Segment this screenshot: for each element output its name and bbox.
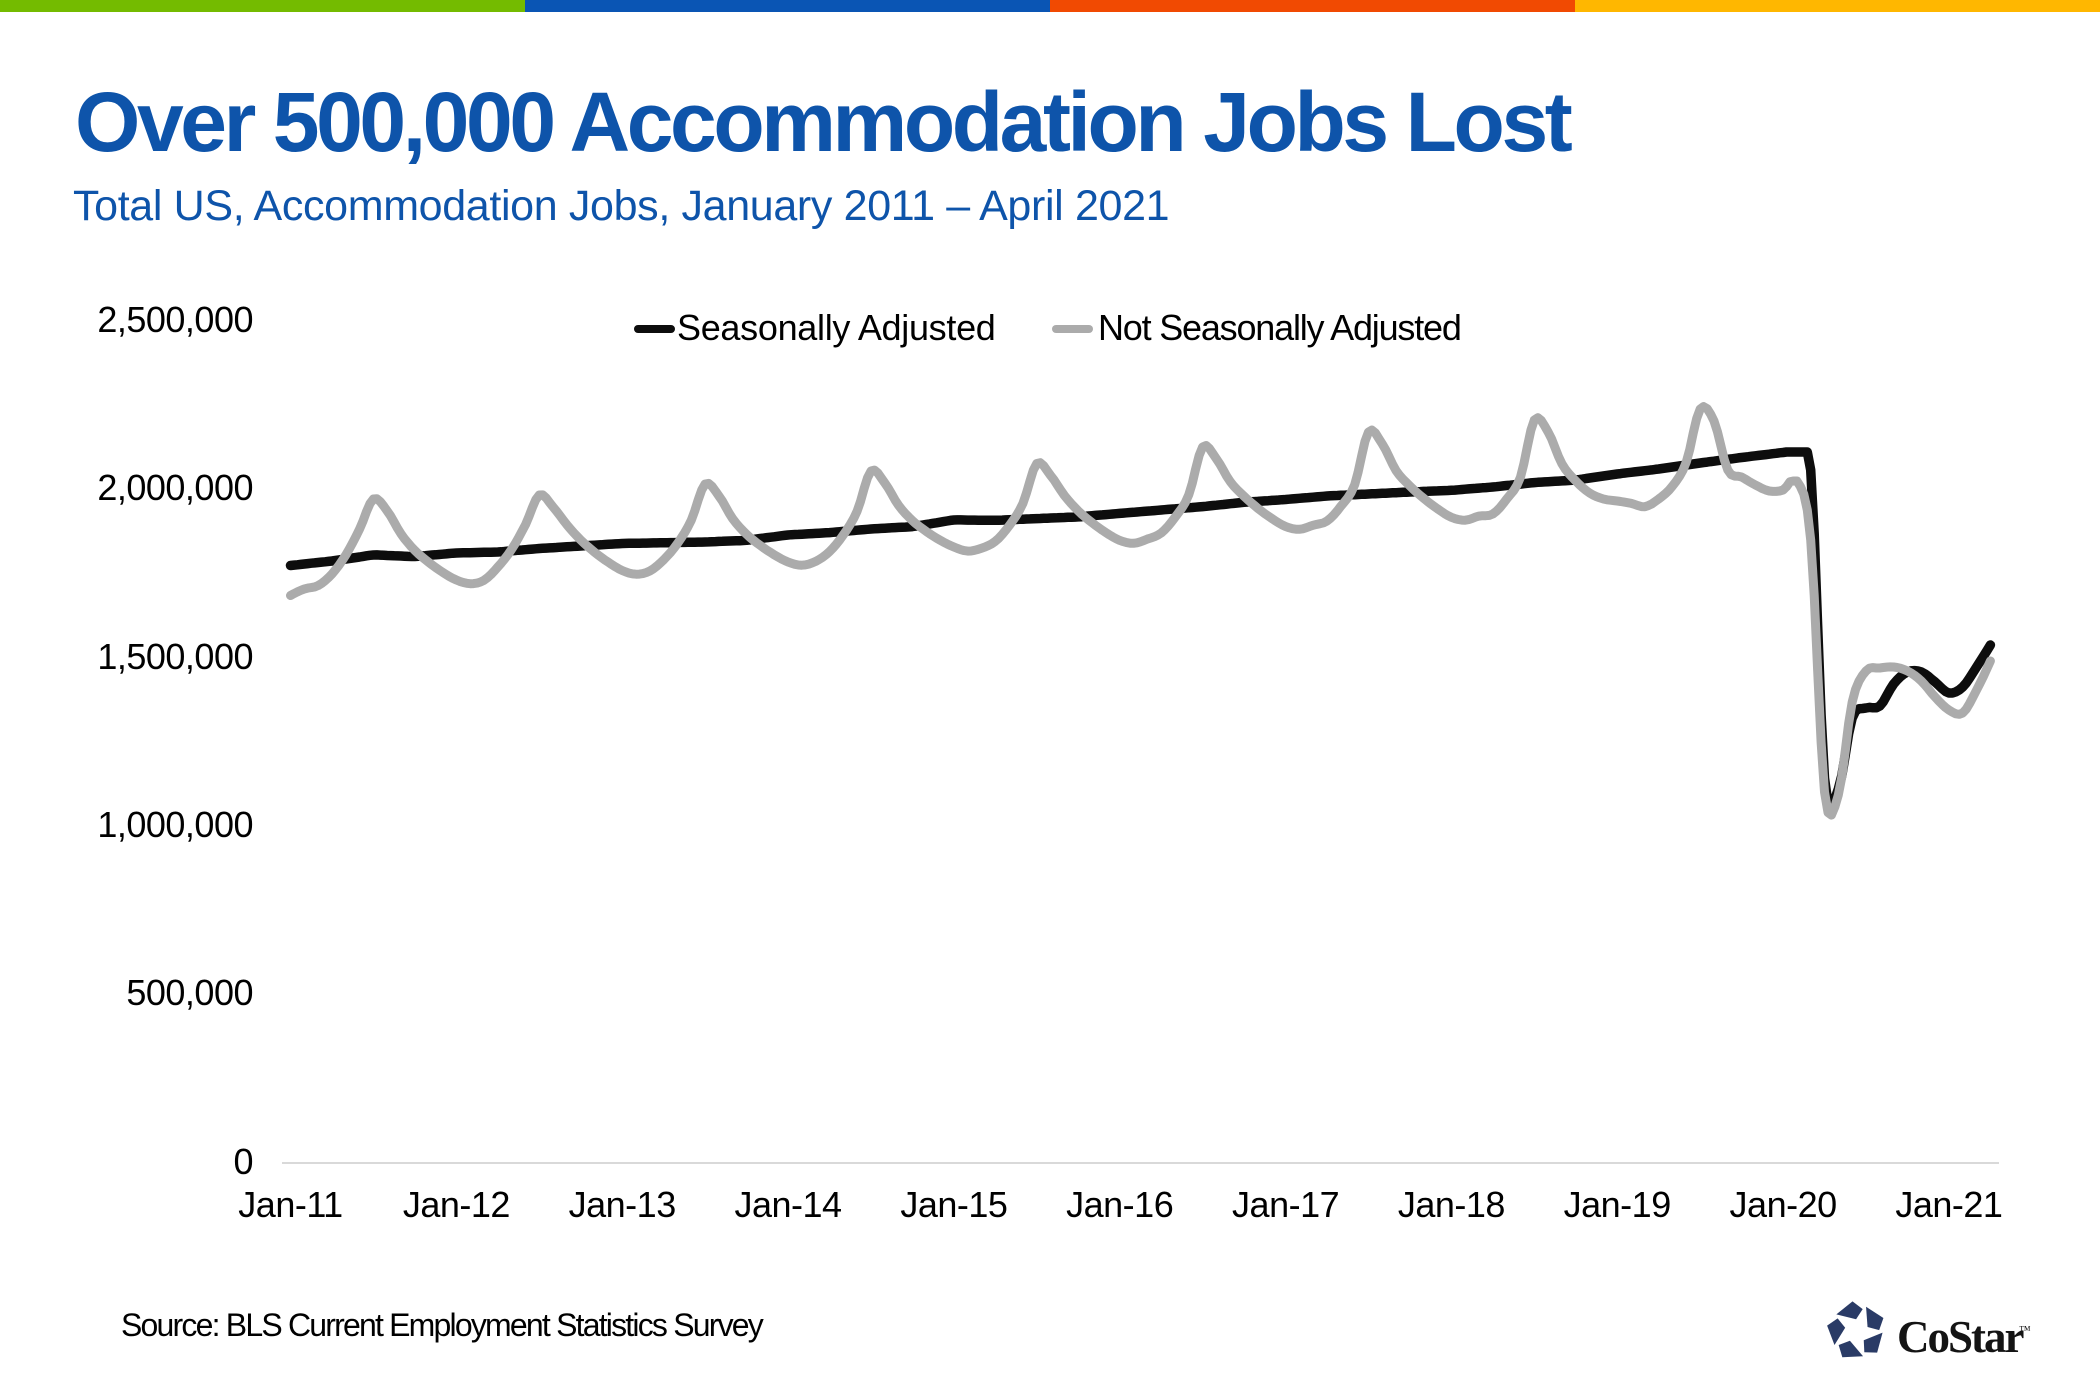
svg-text:CoStar: CoStar (1897, 1312, 2024, 1362)
svg-text:™: ™ (2019, 1323, 2031, 1337)
